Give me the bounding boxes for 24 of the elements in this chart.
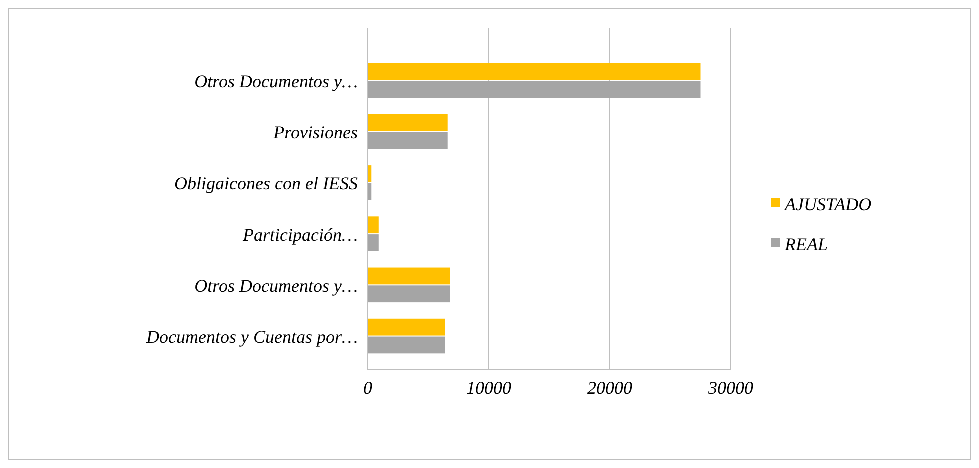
bar: [368, 268, 450, 285]
bar: [368, 336, 446, 354]
bar: [368, 318, 446, 336]
y-tick-label: Documentos y Cuentas por…: [146, 327, 358, 348]
bar: [368, 286, 450, 303]
y-tick-label: Obligaicones con el IESS: [174, 174, 358, 194]
y-tick-label: Otros Documentos y…: [194, 276, 358, 296]
bar: [368, 234, 379, 252]
y-tick-label: Participación…: [242, 224, 358, 245]
bar: [368, 216, 379, 234]
legend-label: AJUSTADO: [784, 194, 872, 214]
bar: [368, 166, 372, 182]
bar: [368, 63, 701, 80]
x-tick-label: 20000: [588, 378, 632, 398]
x-tick-label: 0: [364, 378, 372, 398]
y-tick-label: Provisiones: [272, 122, 358, 143]
x-tick-label: 30000: [708, 378, 754, 398]
y-tick-label: Otros Documentos y…: [194, 72, 358, 92]
legend-label: REAL: [784, 234, 828, 254]
bar: [368, 132, 448, 150]
x-tick-label: 10000: [466, 378, 512, 398]
bar: [368, 183, 372, 200]
bar: [368, 81, 701, 98]
bar: [368, 114, 448, 132]
